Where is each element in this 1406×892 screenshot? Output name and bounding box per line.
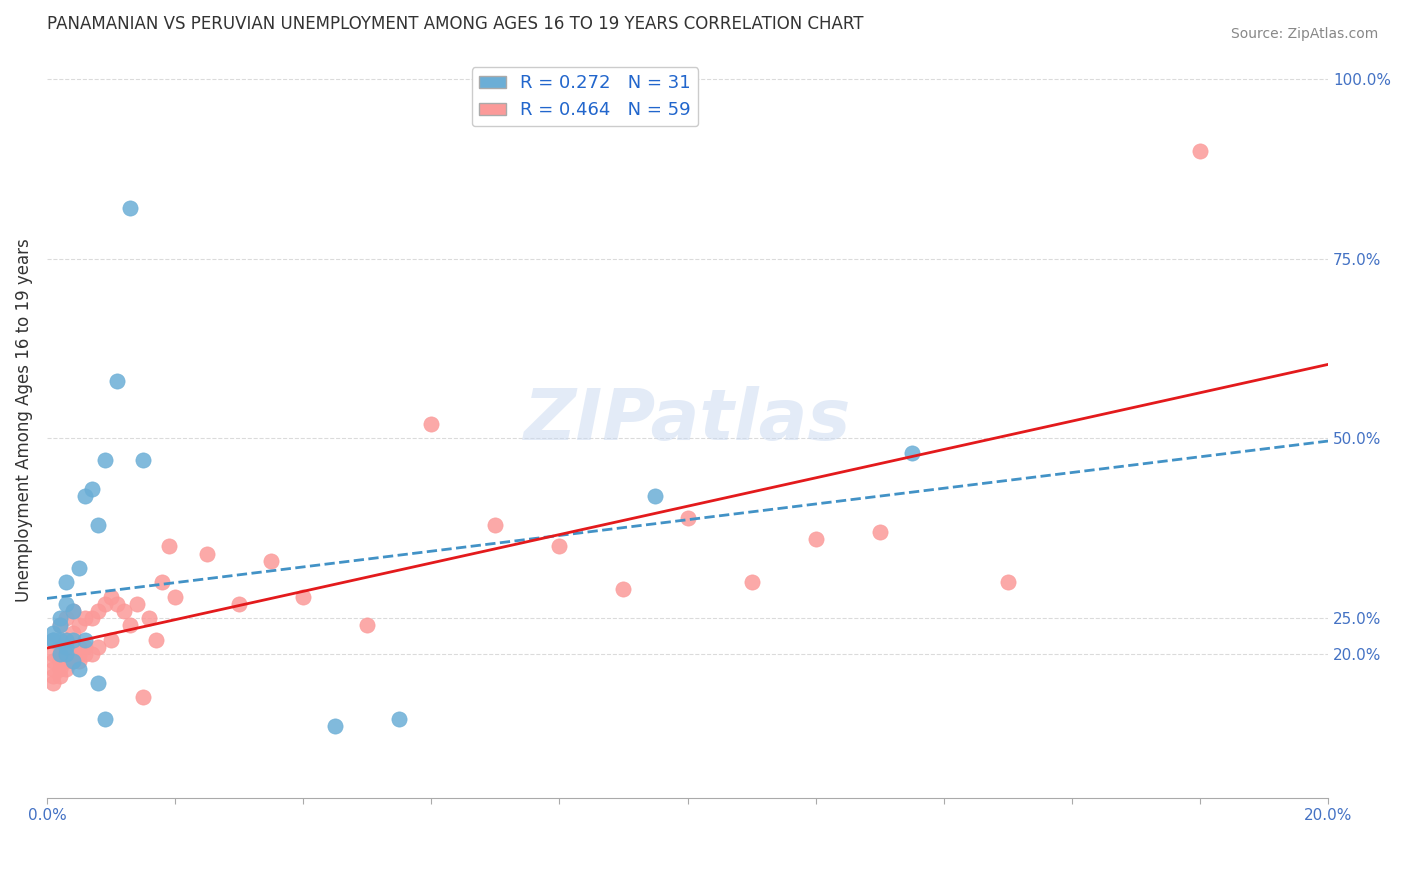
Point: [62, 647, 84, 661]
Point: [145, 632, 167, 647]
Point: [75, 489, 97, 503]
Point: [62, 654, 84, 668]
Point: [55, 632, 77, 647]
Point: [484, 517, 506, 532]
Point: [67, 640, 90, 654]
Point: [42, 662, 65, 676]
Point: [55, 575, 77, 590]
Point: [67, 618, 90, 632]
Point: [157, 539, 180, 553]
Point: [48, 611, 70, 625]
Point: [997, 575, 1019, 590]
Point: [163, 590, 186, 604]
Y-axis label: Unemployment Among Ages 16 to 19 years: Unemployment Among Ages 16 to 19 years: [15, 238, 32, 602]
Point: [42, 669, 65, 683]
Point: [67, 647, 90, 661]
Point: [120, 618, 142, 632]
Point: [75, 647, 97, 661]
Point: [48, 618, 70, 632]
Point: [42, 676, 65, 690]
Point: [195, 547, 218, 561]
Point: [62, 654, 84, 668]
Point: [900, 446, 922, 460]
Point: [228, 597, 250, 611]
Point: [80, 647, 103, 661]
Point: [150, 575, 173, 590]
Text: ZIPatlas: ZIPatlas: [524, 386, 851, 455]
Point: [548, 539, 571, 553]
Point: [804, 532, 827, 546]
Point: [612, 582, 634, 597]
Point: [644, 489, 666, 503]
Point: [292, 590, 315, 604]
Point: [67, 561, 90, 575]
Point: [67, 662, 90, 676]
Point: [48, 647, 70, 661]
Point: [87, 517, 110, 532]
Point: [388, 712, 411, 726]
Point: [87, 604, 110, 618]
Point: [100, 590, 122, 604]
Point: [42, 647, 65, 661]
Point: [138, 611, 160, 625]
Point: [93, 453, 115, 467]
Point: [869, 524, 891, 539]
Point: [48, 669, 70, 683]
Point: [93, 712, 115, 726]
Point: [741, 575, 763, 590]
Point: [1188, 144, 1211, 158]
Point: [55, 647, 77, 661]
Point: [93, 597, 115, 611]
Legend: R = 0.272   N = 31, R = 0.464   N = 59: R = 0.272 N = 31, R = 0.464 N = 59: [472, 67, 699, 127]
Text: PANAMANIAN VS PERUVIAN UNEMPLOYMENT AMONG AGES 16 TO 19 YEARS CORRELATION CHART: PANAMANIAN VS PERUVIAN UNEMPLOYMENT AMON…: [46, 15, 863, 33]
Point: [48, 647, 70, 661]
Point: [55, 654, 77, 668]
Point: [55, 597, 77, 611]
Point: [62, 604, 84, 618]
Point: [120, 202, 142, 216]
Point: [67, 654, 90, 668]
Point: [55, 640, 77, 654]
Point: [55, 662, 77, 676]
Point: [676, 510, 699, 524]
Point: [62, 625, 84, 640]
Point: [260, 554, 283, 568]
Point: [323, 719, 346, 733]
Point: [55, 647, 77, 661]
Point: [105, 374, 128, 388]
Point: [48, 662, 70, 676]
Point: [87, 640, 110, 654]
Point: [48, 654, 70, 668]
Point: [75, 640, 97, 654]
Point: [75, 632, 97, 647]
Text: Source: ZipAtlas.com: Source: ZipAtlas.com: [1230, 27, 1378, 41]
Point: [62, 604, 84, 618]
Point: [75, 611, 97, 625]
Point: [48, 632, 70, 647]
Point: [55, 611, 77, 625]
Point: [112, 604, 135, 618]
Point: [42, 632, 65, 647]
Point: [48, 618, 70, 632]
Point: [48, 640, 70, 654]
Point: [42, 654, 65, 668]
Point: [62, 632, 84, 647]
Point: [105, 597, 128, 611]
Point: [356, 618, 378, 632]
Point: [80, 611, 103, 625]
Point: [100, 632, 122, 647]
Point: [125, 597, 148, 611]
Point: [132, 453, 155, 467]
Point: [420, 417, 443, 431]
Point: [80, 482, 103, 496]
Point: [42, 625, 65, 640]
Point: [42, 632, 65, 647]
Point: [55, 632, 77, 647]
Point: [132, 690, 155, 705]
Point: [87, 676, 110, 690]
